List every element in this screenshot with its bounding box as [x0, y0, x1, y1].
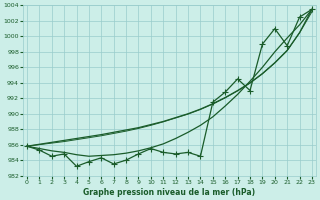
X-axis label: Graphe pression niveau de la mer (hPa): Graphe pression niveau de la mer (hPa)	[84, 188, 256, 197]
